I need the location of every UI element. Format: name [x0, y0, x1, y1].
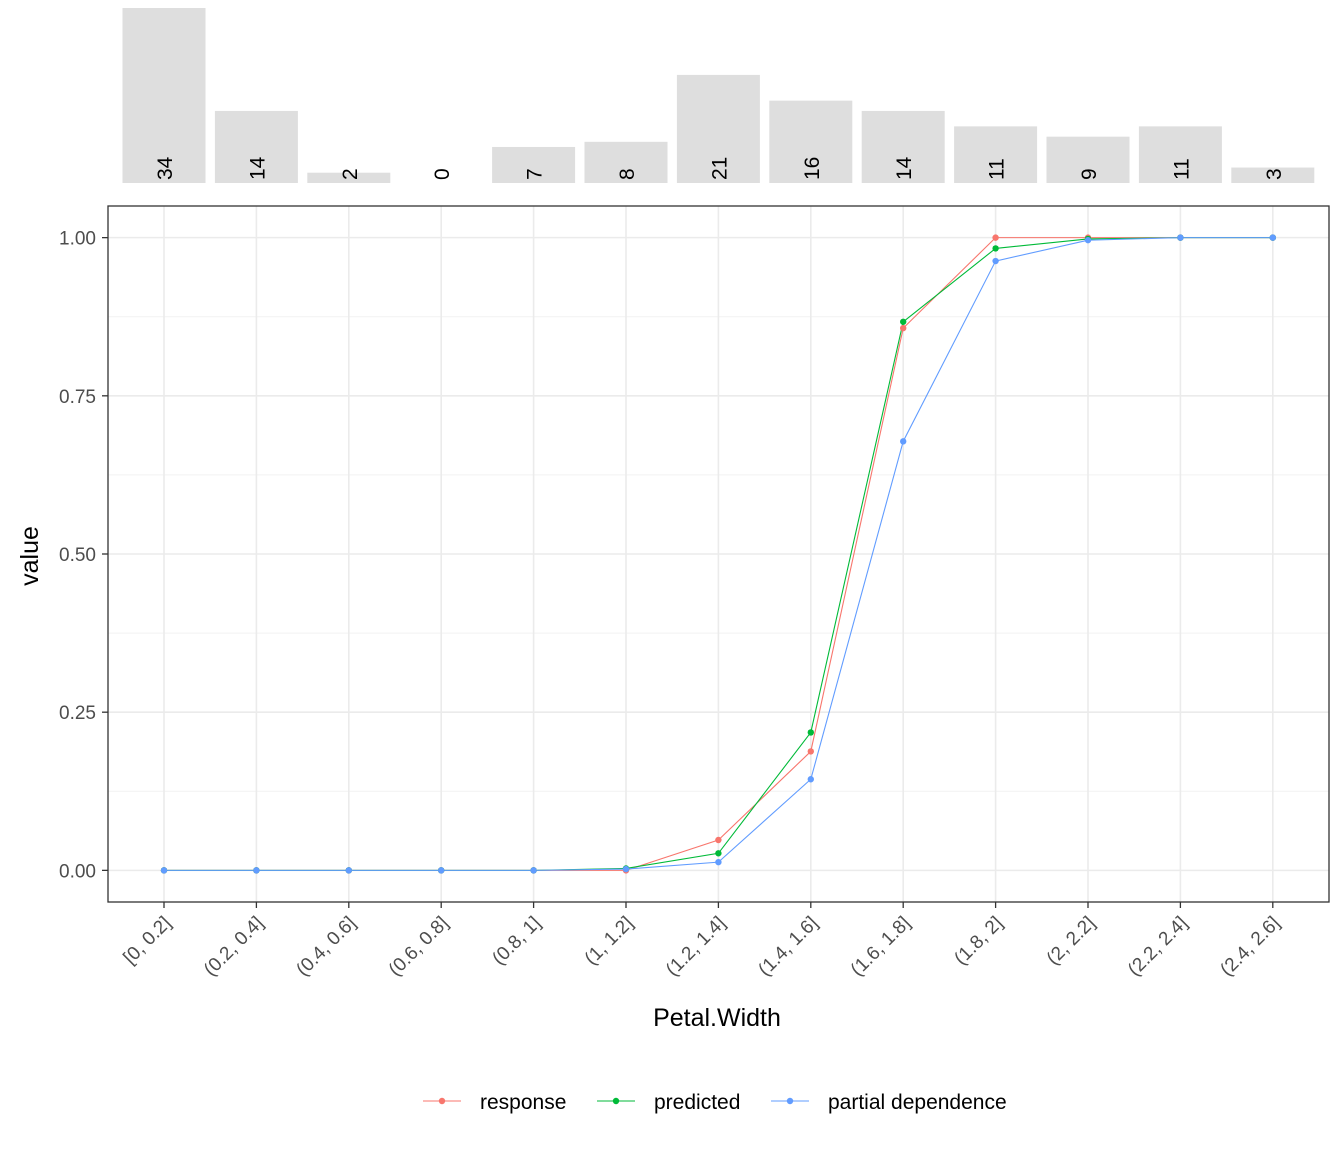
- data-point: [253, 867, 260, 874]
- count-label: 3: [1263, 168, 1286, 180]
- count-bar: [769, 100, 853, 183]
- data-point: [715, 850, 722, 857]
- count-label: 16: [801, 157, 824, 180]
- data-point: [530, 867, 537, 874]
- x-tick-label: (1, 1.2]: [581, 913, 638, 970]
- series-points-partial-dependence: [160, 234, 1277, 874]
- legend-label: response: [480, 1091, 566, 1114]
- y-tick-label: 1.00: [59, 229, 96, 250]
- count-bar: [1138, 126, 1222, 183]
- legend-item: partial dependence: [771, 1091, 1007, 1114]
- legend-key-point: [612, 1097, 620, 1105]
- count-bar: [584, 141, 668, 183]
- count-label: 14: [246, 156, 269, 180]
- data-point: [715, 858, 722, 866]
- count-label: 0: [431, 168, 454, 180]
- y-tick-label: 0.50: [59, 545, 96, 566]
- x-tick-label: (0.4, 0.6]: [292, 913, 360, 981]
- count-label: 2: [339, 168, 362, 180]
- data-point: [807, 748, 814, 755]
- data-point: [1177, 234, 1184, 241]
- x-tick-label: (0.6, 0.8]: [385, 913, 453, 981]
- data-point: [900, 438, 907, 445]
- count-label: 14: [893, 156, 916, 180]
- count-bar: [954, 126, 1038, 183]
- legend-label: partial dependence: [828, 1091, 1007, 1114]
- data-point: [345, 867, 352, 874]
- count-bar: [214, 110, 298, 183]
- x-tick-label: (0.8, 1]: [488, 913, 545, 970]
- legend-key-point: [438, 1097, 446, 1105]
- count-bar: [122, 8, 206, 183]
- count-label: 9: [1078, 168, 1101, 180]
- data-point: [807, 729, 814, 736]
- y-tick-label: 0.25: [59, 703, 96, 724]
- data-point: [1084, 236, 1092, 244]
- plot-panel: 0.00 0.25 0.50 0.75 1.00 [0, 0.2] (0.2, 0.4] (0…: [59, 205, 1330, 981]
- data-point: [900, 324, 907, 332]
- count-histogram: 34 14 2 0 7 8 21 16 14 11 9 11 3: [122, 8, 1315, 183]
- count-label: 11: [986, 158, 1009, 180]
- count-bar: [492, 146, 576, 183]
- x-tick-label: (0.2, 0.4]: [200, 913, 268, 981]
- count-label: 8: [616, 168, 639, 180]
- data-point: [900, 318, 907, 325]
- x-tick-label: (2.4, 2.6]: [1216, 913, 1284, 981]
- data-point: [160, 867, 168, 874]
- x-tick-label: [0, 0.2]: [120, 913, 176, 969]
- data-point: [438, 867, 445, 874]
- x-axis-label: Petal.Width: [653, 1004, 781, 1032]
- data-point: [807, 776, 814, 783]
- count-bar: [1231, 167, 1315, 183]
- y-tick-label: 0.75: [59, 387, 96, 408]
- data-point: [992, 245, 999, 252]
- count-bar: [1046, 136, 1130, 183]
- count-label: 11: [1170, 158, 1193, 180]
- count-bar: [307, 172, 391, 183]
- count-bar: [676, 74, 760, 183]
- x-tick-label: (1.8, 2]: [950, 913, 1007, 970]
- data-point: [992, 257, 999, 265]
- data-point: [715, 836, 722, 844]
- count-label: 21: [708, 157, 731, 180]
- data-point: [1269, 234, 1277, 241]
- x-tick-label: (1.6, 1.8]: [847, 913, 915, 981]
- x-tick-label: (2, 2.2]: [1043, 913, 1100, 970]
- count-label: 7: [524, 168, 547, 180]
- legend-label: predicted: [654, 1091, 740, 1114]
- x-tick-label: (2.2, 2.4]: [1124, 913, 1192, 981]
- y-tick-label: 0.00: [59, 861, 96, 882]
- legend: response predicted partial dependence: [423, 1091, 1007, 1114]
- data-point: [992, 234, 999, 241]
- data-point: [622, 865, 630, 873]
- count-label: 34: [154, 156, 177, 180]
- count-bar: [861, 110, 945, 183]
- legend-item: predicted: [597, 1091, 740, 1114]
- x-tick-label: (1.2, 1.4]: [662, 913, 730, 981]
- x-tick-label: (1.4, 1.6]: [754, 913, 822, 981]
- legend-key-point: [786, 1097, 794, 1105]
- y-axis-label: value: [16, 526, 44, 586]
- legend-item: response: [423, 1091, 566, 1114]
